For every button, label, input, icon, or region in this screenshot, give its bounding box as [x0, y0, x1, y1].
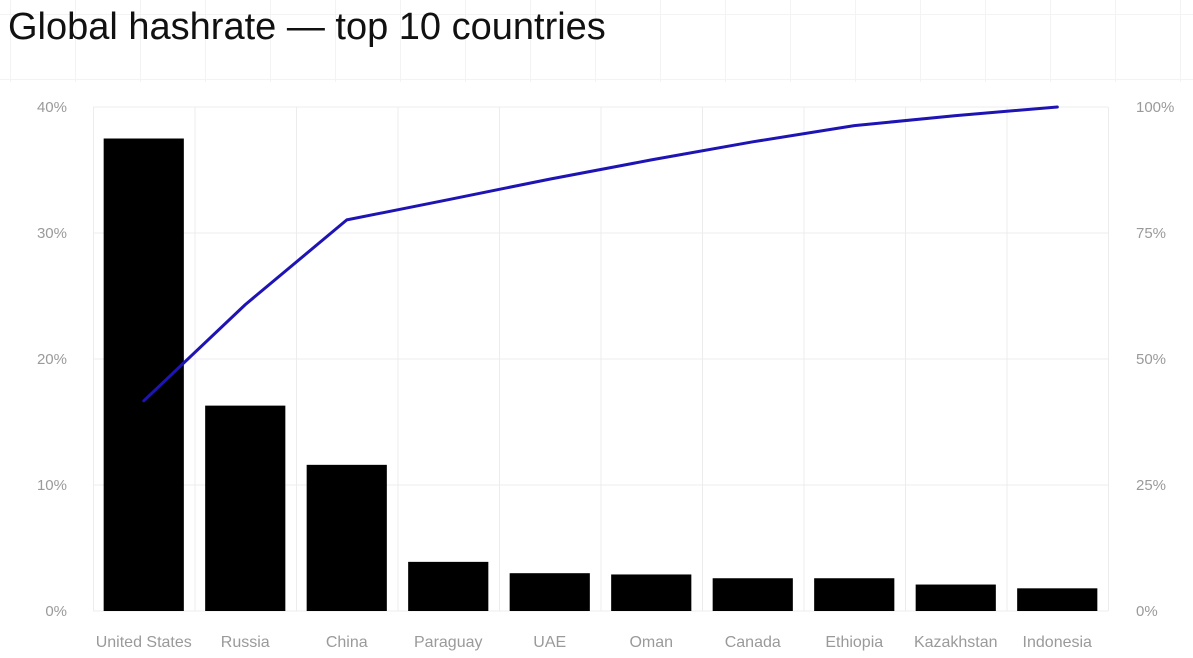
y-right-tick-label: 25%: [1136, 477, 1166, 494]
y-left-tick-label: 40%: [37, 99, 67, 116]
bar-russia: [205, 405, 286, 611]
bar-china: [306, 464, 387, 611]
x-tick-label: China: [326, 634, 368, 651]
bar-kazakhstan: [915, 584, 996, 611]
y-left-tick-label: 20%: [37, 351, 67, 368]
cumulative-line: [142, 105, 1059, 403]
bar-oman: [611, 574, 692, 611]
y-left-tick-label: 10%: [37, 477, 67, 494]
x-tick-label: Canada: [725, 634, 781, 651]
bar-canada: [712, 578, 793, 611]
x-tick-label: Paraguay: [414, 634, 483, 651]
bar-uae: [509, 573, 590, 611]
x-tick-label: UAE: [533, 634, 566, 651]
y-right-tick-label: 0%: [1136, 603, 1158, 620]
bar-ethiopia: [814, 578, 895, 611]
x-tick-label: Russia: [221, 634, 270, 651]
bar-indonesia: [1017, 588, 1098, 611]
x-tick-label: United States: [96, 634, 192, 651]
x-tick-label: Indonesia: [1023, 634, 1092, 651]
x-tick-label: Kazakhstan: [914, 634, 998, 651]
bar-paraguay: [408, 561, 489, 611]
y-right-tick-label: 100%: [1136, 99, 1174, 116]
y-right-tick-label: 50%: [1136, 351, 1166, 368]
x-tick-label: Oman: [629, 634, 673, 651]
y-right-tick-label: 75%: [1136, 225, 1166, 242]
x-tick-label: Ethiopia: [825, 634, 883, 651]
chart-title: Global hashrate — top 10 countries: [8, 6, 606, 48]
chart-panel: 0% 10% 20% 30% 40% 0% 25% 50% 75% 100% United Stat…: [0, 82, 1193, 658]
pareto-chart: 0% 10% 20% 30% 40% 0% 25% 50% 75% 100% United Stat…: [37, 99, 1174, 651]
y-left-tick-label: 30%: [37, 225, 67, 242]
y-left-tick-label: 0%: [45, 603, 67, 620]
